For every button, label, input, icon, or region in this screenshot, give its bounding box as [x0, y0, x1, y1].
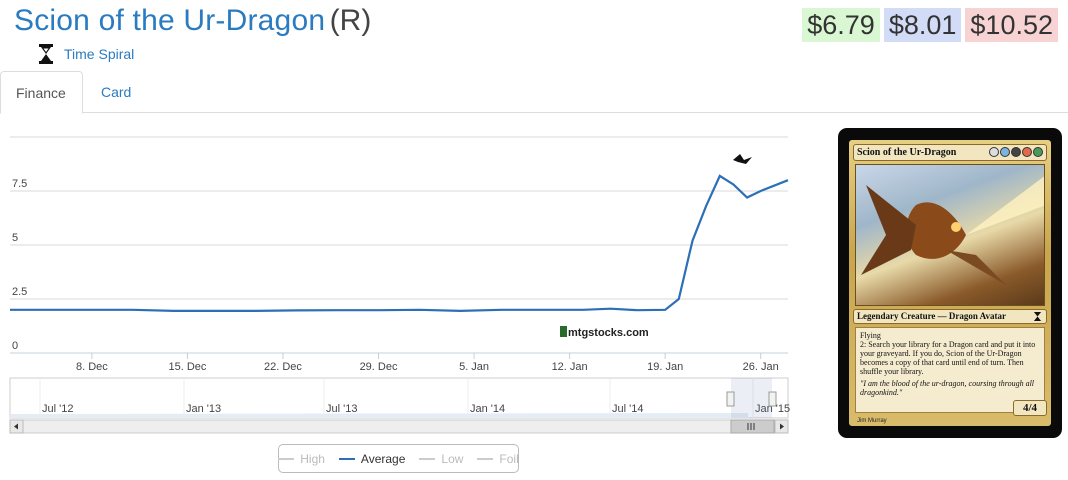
legend-item-foil[interactable]: Foil [477, 451, 519, 466]
y-tick-label: 2.5 [12, 286, 27, 298]
navigator-label: Jul '14 [612, 403, 643, 415]
y-tick-label: 7.5 [12, 178, 27, 190]
card-name: Scion of the Ur-Dragon [14, 4, 326, 37]
navigator-label: Jan '14 [470, 403, 505, 415]
navigator-label: Jul '12 [42, 403, 73, 415]
price-low: $6.79 [802, 8, 880, 42]
x-tick-label: 5. Jan [459, 361, 489, 373]
card-image: Scion of the Ur-Dragon Legendary Creatur… [838, 128, 1062, 438]
card-ability-2: 2: Search your library for a Dragon card… [860, 340, 1036, 376]
card-image-title-bar: Scion of the Ur-Dragon [853, 144, 1047, 161]
x-tick-label: 15. Dec [168, 361, 206, 373]
navigator-series [10, 413, 748, 418]
navigator-label: Jan '13 [186, 403, 221, 415]
series-line-average [10, 174, 789, 313]
watermark-logo-icon [560, 326, 567, 337]
legend-item-high[interactable]: High [278, 452, 325, 466]
navigator-label: Jul '13 [326, 403, 357, 415]
price-summary: $6.79 $8.01 $10.52 [802, 8, 1058, 42]
y-tick-label: 0 [12, 340, 18, 352]
mana-black-icon [1011, 147, 1021, 157]
tab-finance[interactable]: Finance [0, 71, 83, 114]
card-title-row: Scion of the Ur-Dragon (R) [14, 4, 371, 38]
price-average: $8.01 [883, 8, 962, 42]
legend-swatch-foil [477, 457, 494, 460]
x-tick-label: 19. Jan [647, 361, 683, 373]
hourglass-icon [39, 44, 53, 64]
mana-generic-icon [989, 147, 999, 157]
scrollbar-thumb[interactable] [730, 419, 775, 434]
navigator-label: Jan '15 [755, 403, 790, 415]
chart-legend: High Average Low Foil [278, 444, 519, 473]
x-tick-label: 22. Dec [264, 361, 302, 373]
legend-swatch-low [419, 457, 436, 460]
navigator-handle-right[interactable] [768, 391, 777, 407]
card-image-inner: Scion of the Ur-Dragon Legendary Creatur… [849, 140, 1051, 426]
card-artist: Jim Murray [857, 418, 887, 424]
legend-swatch-average [338, 457, 355, 460]
x-tick-label: 29. Dec [360, 361, 398, 373]
chart-watermark: mtgstocks.com [568, 327, 649, 339]
legend-swatch-high [278, 457, 295, 460]
navigator-area [9, 377, 789, 419]
tab-card[interactable]: Card [101, 84, 132, 100]
mana-green-icon [1033, 147, 1043, 157]
tab-bar: Finance Card [0, 71, 1068, 114]
mana-cost [989, 147, 1043, 157]
set-name-link[interactable]: Time Spiral [64, 46, 135, 62]
legend-label-low: Low [441, 451, 464, 466]
mana-blue-icon [1000, 147, 1010, 157]
legend-label-high: High [300, 451, 325, 466]
mana-red-icon [1022, 147, 1032, 157]
card-type-line: Legendary Creature — Dragon Avatar [853, 309, 1047, 324]
x-tick-label: 12. Jan [552, 361, 588, 373]
set-symbol-icon [1033, 312, 1042, 321]
set-row: Time Spiral [38, 44, 134, 64]
card-ability-1: Flying [860, 331, 881, 340]
dragon-art-icon [861, 176, 1044, 285]
price-chart: 0 2.5 5 7.5 8. Dec 15. Dec 22. Dec 29. Dec 5. Ja… [0, 120, 800, 480]
y-tick-label: 5 [12, 232, 18, 244]
legend-label-average: Average [360, 451, 406, 466]
card-type-text: Legendary Creature — Dragon Avatar [857, 311, 1006, 321]
x-tick-label: 26. Jan [743, 361, 779, 373]
legend-item-average[interactable]: Average [338, 451, 406, 466]
price-high: $10.52 [965, 8, 1058, 42]
scrollbar-track[interactable] [9, 419, 789, 434]
arrow-right-icon [780, 423, 784, 430]
card-rules-text: Flying 2: Search your library for a Drag… [855, 327, 1045, 413]
card-art [855, 164, 1045, 306]
event-flag-icon [733, 154, 752, 164]
card-rarity: (R) [329, 4, 372, 37]
navigator-handle-left[interactable] [726, 391, 735, 407]
navigator-selection [731, 378, 772, 418]
card-image-title: Scion of the Ur-Dragon [857, 147, 957, 158]
legend-item-low[interactable]: Low [419, 452, 463, 466]
price-chart-svg: 0 2.5 5 7.5 8. Dec 15. Dec 22. Dec 29. Dec 5. Ja… [9, 136, 790, 434]
legend-label-foil: Foil [499, 451, 519, 466]
navigator-mask [10, 378, 731, 418]
x-tick-label: 8. Dec [76, 361, 108, 373]
arrow-left-icon [14, 423, 18, 430]
card-power-toughness: 4/4 [1013, 400, 1047, 416]
card-flavor-text: "I am the blood of the ur-dragon, coursi… [860, 379, 1035, 397]
